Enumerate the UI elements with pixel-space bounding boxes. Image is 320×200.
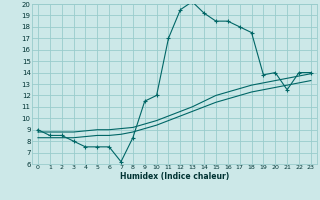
X-axis label: Humidex (Indice chaleur): Humidex (Indice chaleur) — [120, 172, 229, 181]
